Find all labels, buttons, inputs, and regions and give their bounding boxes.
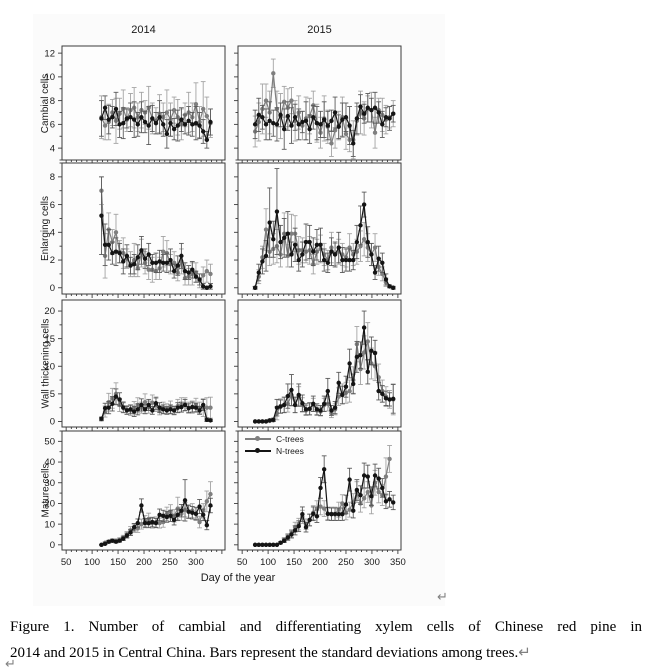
caption-line-1: Figure 1. Number of cambial and differen…: [10, 619, 642, 635]
svg-text:8: 8: [50, 172, 55, 183]
svg-text:50: 50: [44, 437, 55, 448]
figure-image[interactable]: 4 6 8 10 12 0 2 4 6 8 0 5 10 15 20 50 100 150 200 250 300 0 10…: [33, 14, 445, 606]
svg-text:250: 250: [338, 557, 354, 568]
svg-text:0: 0: [50, 417, 55, 428]
svg-text:5: 5: [50, 389, 55, 400]
svg-text:100: 100: [260, 557, 276, 568]
svg-text:4: 4: [50, 143, 55, 154]
svg-text:10: 10: [44, 72, 55, 83]
svg-text:10: 10: [44, 361, 55, 372]
column-title-2015: 2015: [307, 24, 332, 36]
svg-text:350: 350: [390, 557, 406, 568]
panels-plot: 4 6 8 10 12 0 2 4 6 8 0 5 10 15 20 50 100 150 200 250 300 0 10…: [44, 45, 406, 568]
svg-text:0: 0: [50, 283, 55, 294]
svg-text:200: 200: [312, 557, 328, 568]
y-axis-label-enlarging: Enlarging cells: [40, 195, 52, 262]
svg-text:150: 150: [286, 557, 302, 568]
svg-text:250: 250: [162, 557, 178, 568]
svg-text:200: 200: [136, 557, 152, 568]
column-title-2014: 2014: [131, 24, 156, 36]
svg-text:50: 50: [61, 557, 72, 568]
x-axis-label: Day of the year: [200, 572, 276, 584]
svg-text:2: 2: [50, 255, 55, 266]
legend-label: N-trees: [276, 445, 304, 456]
svg-text:20: 20: [44, 306, 55, 317]
svg-text:300: 300: [364, 557, 380, 568]
y-axis-label-wall-thickening: Wall thickening cells: [40, 318, 52, 409]
svg-text:8: 8: [50, 96, 55, 107]
svg-text:40: 40: [44, 457, 55, 468]
svg-text:150: 150: [110, 557, 126, 568]
caption-line-2: 2014 and 2015 in Central China. Bars rep…: [10, 643, 531, 661]
paragraph-mark-icon: ↵: [5, 657, 16, 672]
svg-text:50: 50: [237, 557, 248, 568]
legend-label: C-trees: [276, 433, 304, 444]
svg-text:0: 0: [50, 540, 55, 551]
svg-text:100: 100: [84, 557, 100, 568]
legend: C-trees N-trees: [245, 433, 304, 456]
svg-text:12: 12: [44, 48, 55, 59]
svg-text:4: 4: [50, 228, 55, 239]
c-trees-marker-icon: [245, 434, 271, 444]
svg-text:30: 30: [44, 478, 55, 489]
svg-text:6: 6: [50, 200, 55, 211]
paragraph-mark-icon: ↵: [437, 590, 448, 605]
legend-item-c-trees: C-trees: [245, 433, 304, 444]
svg-text:300: 300: [188, 557, 204, 568]
svg-text:6: 6: [50, 120, 55, 131]
paragraph-mark-icon: ↵: [518, 643, 531, 661]
svg-text:10: 10: [44, 519, 55, 530]
svg-text:15: 15: [44, 334, 55, 345]
legend-item-n-trees: N-trees: [245, 445, 304, 456]
figure-caption: Figure 1. Number of cambial and differen…: [10, 615, 642, 666]
y-axis-label-cambial: Cambial cells: [40, 73, 52, 133]
n-trees-marker-icon: [245, 446, 271, 456]
y-axis-label-mature: Mature cells: [40, 463, 52, 518]
svg-text:20: 20: [44, 499, 55, 510]
